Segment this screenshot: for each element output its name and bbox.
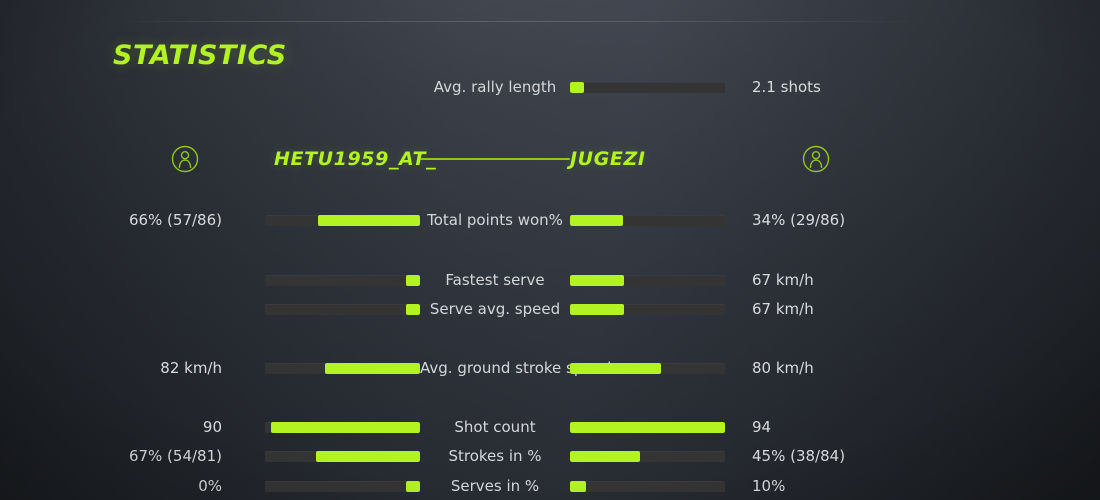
stat-row-total-points-won: 66% (57/86) Total points won% 34% (29/86… [0,211,1100,229]
stat-right-bar-track [570,450,725,462]
stat-left-bar-track [265,421,420,433]
stat-right-bar-fill [570,214,623,226]
stat-left-bar-fill [406,303,420,315]
stat-label: Total points won% [427,211,563,229]
stat-label: Serve avg. speed [429,300,561,318]
stat-right-value: 67 km/h [752,271,814,289]
stat-right-value: 34% (29/86) [752,211,846,229]
stat-left-value: 90 [202,418,222,436]
stat-left-bar-fill [325,362,420,374]
player-right-name: JUGEZI [570,148,646,170]
stat-right-bar-track [570,480,725,492]
stat-left-value: 67% (54/81) [128,447,222,465]
avatar-right[interactable] [730,145,880,173]
stat-left-bar-track [265,303,420,315]
stat-left-bar-track [265,450,420,462]
stat-right-bar-wrapper [570,450,730,462]
stat-row-serves-in-percent: 0% Serves in % 10% [0,477,1100,495]
page-title: STATISTICS [113,40,287,71]
stat-left-bar-wrapper [260,362,420,374]
user-circle-icon [802,145,830,173]
player-left-name: HETU1959_AT_ [274,148,437,170]
summary-value: 2.1 shots [752,78,821,96]
stat-right-bar-fill [570,303,625,315]
stat-left-bar-fill [317,214,420,226]
stat-left-bar-wrapper [260,450,420,462]
user-circle-icon [171,145,199,173]
stat-right-bar-wrapper [570,362,730,374]
stat-right-value: 45% (38/84) [752,447,846,465]
stat-right-bar-fill [570,421,725,433]
stat-row-strokes-in-percent: 67% (54/81) Strokes in % 45% (38/84) [0,447,1100,465]
players-center-divider [420,158,570,160]
stat-row-shot-count: 90 Shot count 94 [0,418,1100,436]
summary-bar-fill [570,81,584,93]
stat-right-bar-wrapper [570,303,730,315]
stat-right-bar-wrapper [570,480,730,492]
stat-label: Avg. ground stroke speed [420,359,612,377]
stat-right-bar-track [570,362,725,374]
stat-left-bar-track [265,214,420,226]
stat-right-bar-fill [570,450,640,462]
stat-right-bar-wrapper [570,214,730,226]
avatar-left[interactable] [110,145,260,173]
top-divider [118,21,936,22]
stat-left-value: 82 km/h [160,359,222,377]
stat-left-bar-track [265,274,420,286]
stat-right-value: 67 km/h [752,300,814,318]
stat-left-bar-fill [406,480,420,492]
stat-left-value: 0% [198,477,222,495]
stat-right-value: 10% [752,477,786,495]
stat-row-serve-avg-speed: Serve avg. speed 67 km/h [0,300,1100,318]
stat-right-value: 94 [752,418,772,436]
player-left-name-cell: HETU1959_AT_ [260,148,436,170]
stat-left-bar-track [265,480,420,492]
stat-left-bar-wrapper [260,303,420,315]
stat-right-bar-track [570,303,725,315]
stat-left-bar-fill [406,274,420,286]
stat-right-bar-track [570,421,725,433]
stat-left-bar-wrapper [260,421,420,433]
stat-left-bar-wrapper [260,480,420,492]
stat-row-avg-ground-stroke-speed: 82 km/h Avg. ground stroke speed 80 km/h [0,359,1100,377]
stat-right-bar-wrapper [570,421,730,433]
stat-label: Serves in % [450,477,540,495]
summary-label: Avg. rally length [433,78,557,96]
summary-row-avg-rally-length: Avg. rally length 2.1 shots [0,78,1100,96]
summary-bar-wrapper [570,81,730,93]
stat-right-bar-fill [570,362,662,374]
stat-right-value: 80 km/h [752,359,814,377]
stat-right-bar-track [570,214,725,226]
stat-left-bar-track [265,362,420,374]
stat-label: Shot count [454,418,536,436]
stat-right-bar-fill [570,274,625,286]
players-center-divider-cell [420,158,570,160]
stat-right-bar-wrapper [570,274,730,286]
stat-left-bar-wrapper [260,214,420,226]
players-header: HETU1959_AT_ JUGEZI [0,140,1100,178]
stat-left-value: 66% (57/86) [128,211,222,229]
stat-row-fastest-serve: Fastest serve 67 km/h [0,271,1100,289]
stat-right-bar-fill [570,480,586,492]
stat-label: Fastest serve [445,271,545,289]
summary-bar-track [570,81,725,93]
player-right-name-cell: JUGEZI [570,148,730,170]
stat-right-bar-track [570,274,725,286]
stat-left-bar-fill [271,421,420,433]
stat-left-bar-fill [316,450,420,462]
stat-left-bar-wrapper [260,274,420,286]
stat-label: Strokes in % [448,447,542,465]
